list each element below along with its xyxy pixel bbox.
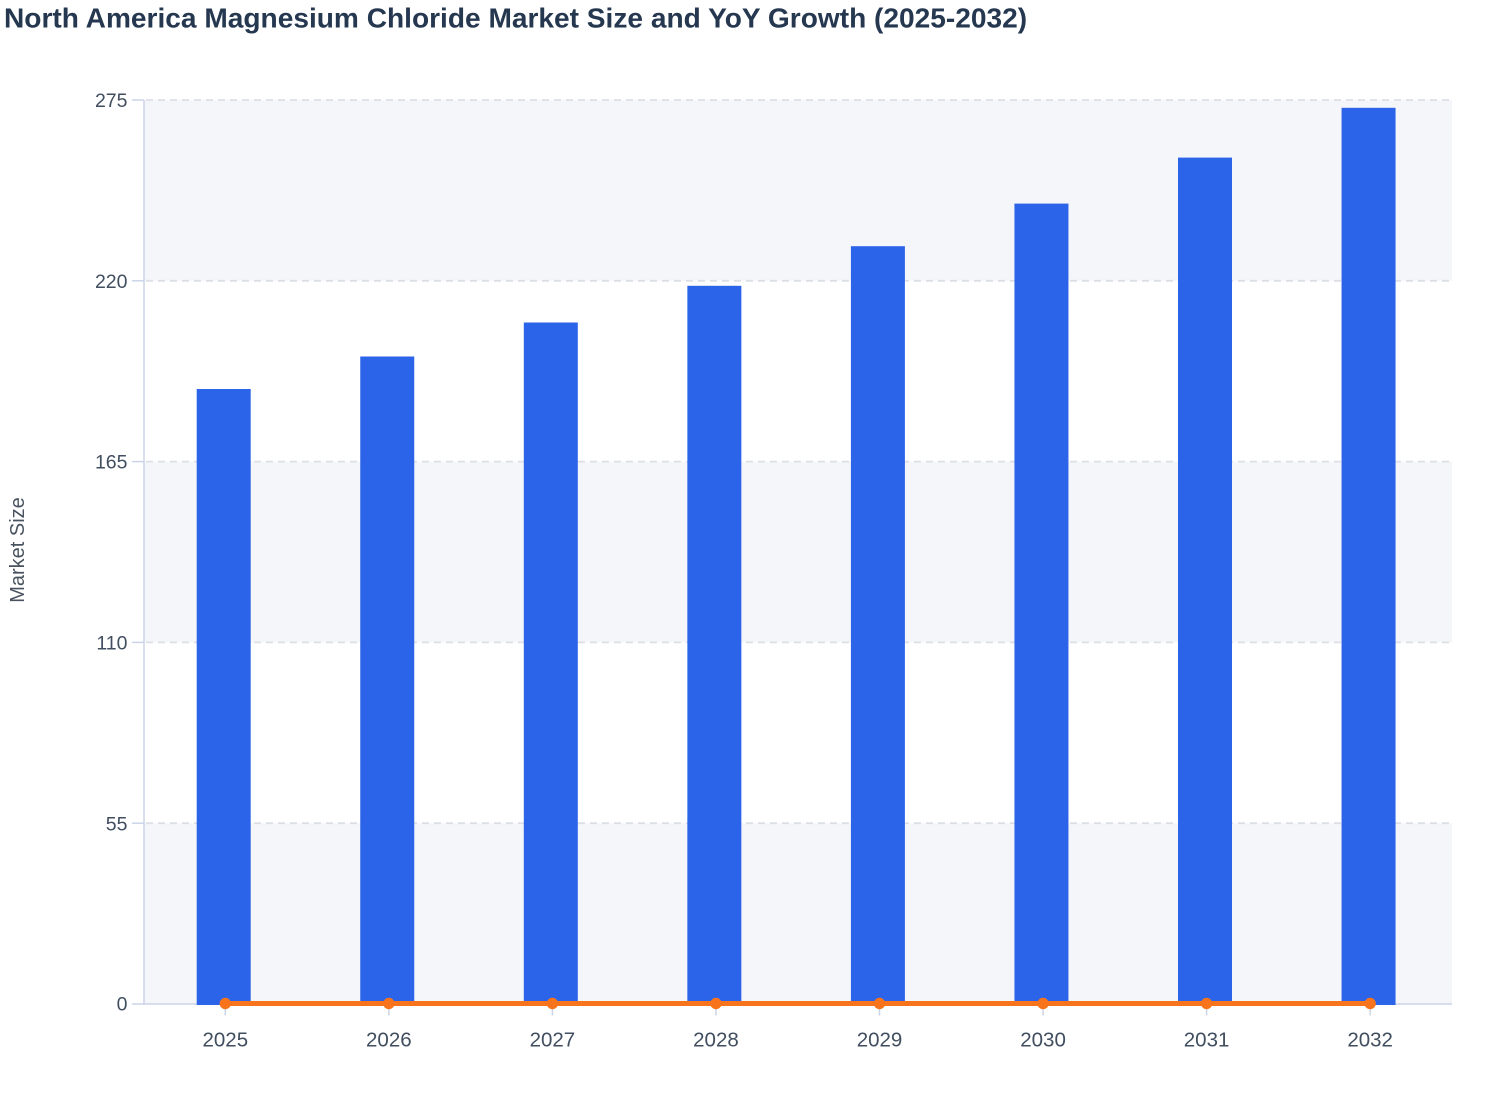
svg-text:2032: 2032 <box>1347 1029 1393 1052</box>
svg-text:North America Magnesium Chlori: North America Magnesium Chloride Market … <box>4 3 1027 34</box>
svg-text:55: 55 <box>106 813 128 835</box>
svg-text:2029: 2029 <box>857 1029 903 1052</box>
svg-text:165: 165 <box>95 452 128 474</box>
svg-text:2025: 2025 <box>202 1029 248 1052</box>
svg-text:2031: 2031 <box>1184 1029 1230 1052</box>
svg-text:2028: 2028 <box>693 1029 739 1052</box>
svg-text:0: 0 <box>117 994 128 1016</box>
svg-text:Market Size: Market Size <box>7 497 29 603</box>
svg-text:275: 275 <box>95 90 128 112</box>
svg-text:110: 110 <box>96 633 127 655</box>
svg-text:2027: 2027 <box>530 1029 576 1052</box>
svg-text:2026: 2026 <box>366 1029 412 1052</box>
svg-text:2030: 2030 <box>1020 1029 1066 1052</box>
svg-text:220: 220 <box>95 271 128 293</box>
